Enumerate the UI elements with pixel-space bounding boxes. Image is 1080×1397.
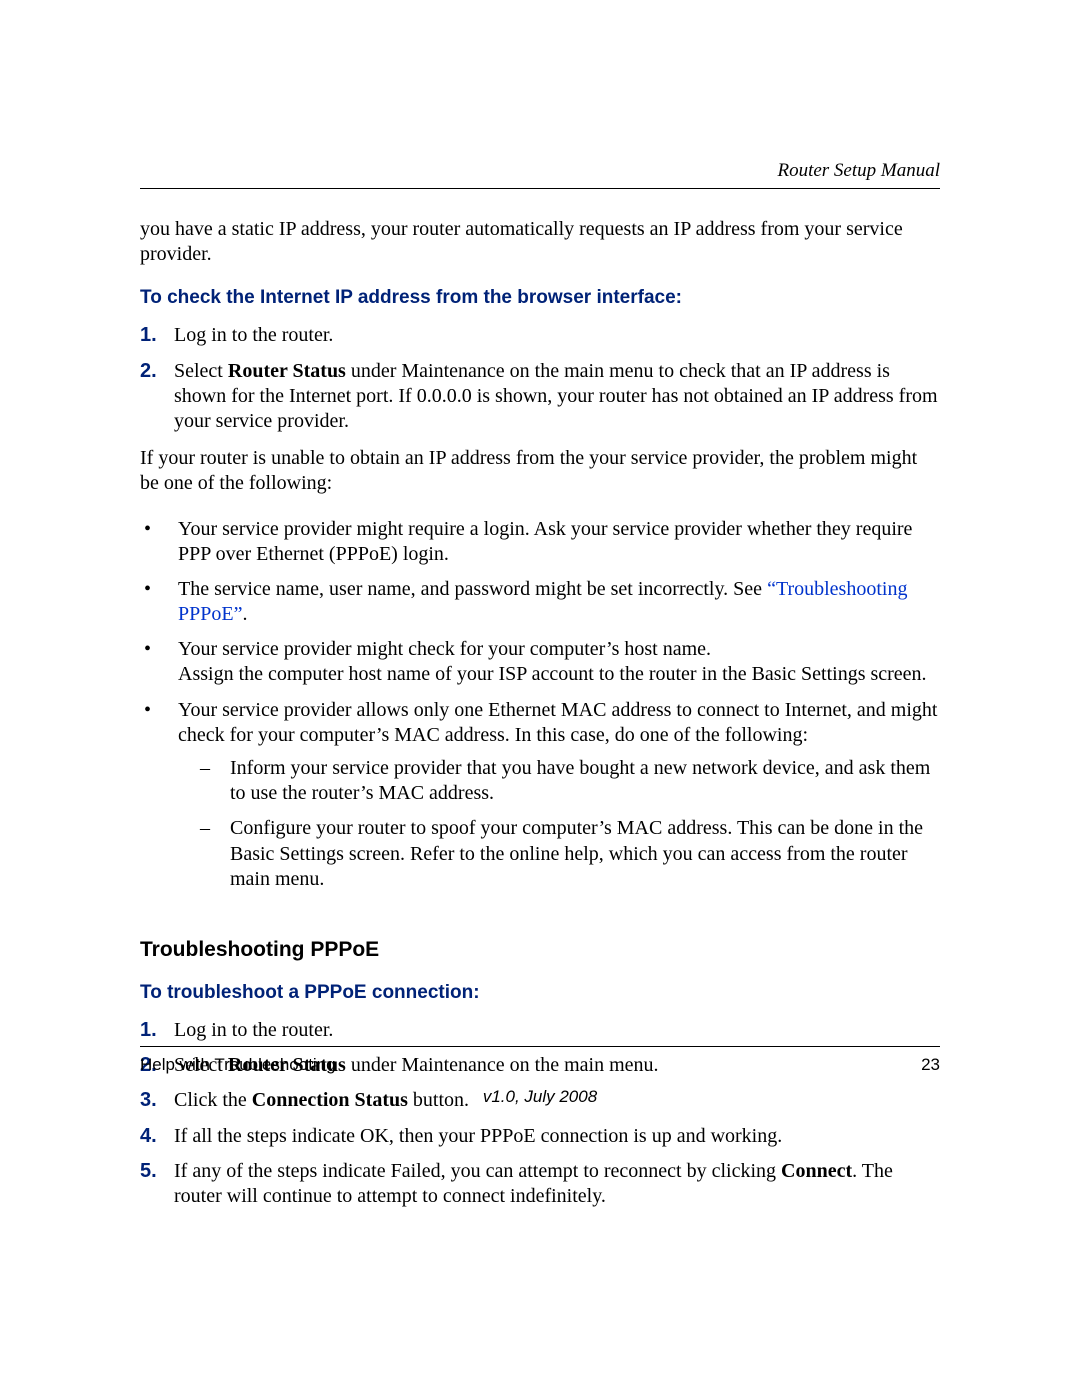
- step-number: 2.: [140, 359, 174, 435]
- intro-paragraph: you have a static IP address, your route…: [140, 217, 940, 267]
- bullet-icon: •: [140, 637, 178, 687]
- sub-list: – Inform your service provider that you …: [178, 756, 940, 892]
- footer-row: Help with Troubleshooting 23: [140, 1055, 940, 1075]
- footer-version: v1.0, July 2008: [140, 1087, 940, 1107]
- step-text: If all the steps indicate OK, then your …: [174, 1124, 940, 1149]
- pppoe-heading: To troubleshoot a PPPoE connection:: [140, 982, 940, 1004]
- text: Your service provider allows only one Et…: [178, 699, 937, 746]
- bullet-text: The service name, user name, and passwor…: [178, 577, 940, 627]
- text: The service name, user name, and passwor…: [178, 578, 767, 600]
- step-number: 5.: [140, 1159, 174, 1209]
- pppoe-section-heading: Troubleshooting PPPoE: [140, 938, 940, 962]
- bold-text: Router Status: [228, 360, 346, 382]
- step-text: If any of the steps indicate Failed, you…: [174, 1159, 940, 1209]
- list-item: 4. If all the steps indicate OK, then yo…: [140, 1124, 940, 1149]
- page-footer: Help with Troubleshooting 23 v1.0, July …: [140, 1046, 940, 1107]
- step-number: 4.: [140, 1124, 174, 1149]
- text: Select: [174, 360, 228, 382]
- step-number: 1.: [140, 323, 174, 348]
- text: Your service provider might check for yo…: [178, 638, 711, 660]
- step-text: Select Router Status under Maintenance o…: [174, 359, 940, 435]
- header-title: Router Setup Manual: [777, 160, 940, 181]
- bullet-icon: •: [140, 577, 178, 627]
- page-header: Router Setup Manual: [140, 160, 940, 189]
- list-item: 5. If any of the steps indicate Failed, …: [140, 1159, 940, 1209]
- footer-left: Help with Troubleshooting: [140, 1055, 336, 1075]
- check-ip-steps: 1. Log in to the router. 2. Select Route…: [140, 323, 940, 434]
- problem-bullets: • Your service provider might require a …: [140, 517, 940, 902]
- bullet-text: Your service provider allows only one Et…: [178, 698, 940, 902]
- step-number: 1.: [140, 1018, 174, 1043]
- list-item: • Your service provider allows only one …: [140, 698, 940, 902]
- problem-paragraph: If your router is unable to obtain an IP…: [140, 446, 940, 496]
- dash-icon: –: [178, 816, 230, 892]
- list-item: 1. Log in to the router.: [140, 323, 940, 348]
- bullet-icon: •: [140, 517, 178, 567]
- bullet-icon: •: [140, 698, 178, 902]
- list-item: 2. Select Router Status under Maintenanc…: [140, 359, 940, 435]
- text: If any of the steps indicate Failed, you…: [174, 1160, 781, 1182]
- page: Router Setup Manual you have a static IP…: [0, 0, 1080, 1397]
- list-item: 1. Log in to the router.: [140, 1018, 940, 1043]
- bullet-text: Your service provider might check for yo…: [178, 637, 940, 687]
- list-item: • The service name, user name, and passw…: [140, 577, 940, 627]
- bold-text: Connect: [781, 1160, 852, 1182]
- text: Assign the computer host name of your IS…: [178, 663, 927, 685]
- list-item: • Your service provider might check for …: [140, 637, 940, 687]
- list-item: – Configure your router to spoof your co…: [178, 816, 940, 892]
- step-text: Log in to the router.: [174, 1018, 940, 1043]
- dash-icon: –: [178, 756, 230, 806]
- page-number: 23: [921, 1055, 940, 1075]
- list-item: – Inform your service provider that you …: [178, 756, 940, 806]
- sub-text: Inform your service provider that you ha…: [230, 756, 940, 806]
- step-text: Log in to the router.: [174, 323, 940, 348]
- text: .: [242, 603, 247, 625]
- sub-text: Configure your router to spoof your comp…: [230, 816, 940, 892]
- list-item: • Your service provider might require a …: [140, 517, 940, 567]
- check-ip-heading: To check the Internet IP address from th…: [140, 287, 940, 309]
- bullet-text: Your service provider might require a lo…: [178, 517, 940, 567]
